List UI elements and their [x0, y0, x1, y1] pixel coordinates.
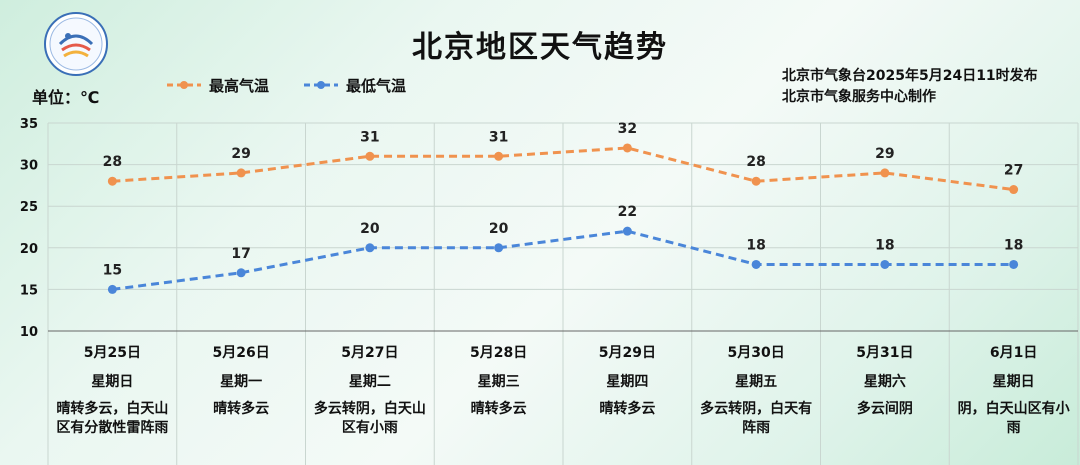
weather-description: 阴，白天山区有小雨	[957, 401, 1070, 436]
forecast-day: 5月26日星期一晴转多云	[177, 332, 306, 465]
x-tick-label: 6月1日	[989, 345, 1038, 361]
data-label: 31	[489, 129, 508, 145]
x-tick-label: 5月30日	[727, 345, 785, 361]
forecast-day: 5月28日星期三晴转多云	[434, 332, 563, 465]
series-line-0	[112, 146, 1014, 192]
y-tick-label: 10	[20, 325, 38, 340]
weekday-label: 星期三	[477, 374, 520, 390]
data-label: 17	[231, 246, 250, 262]
data-point	[236, 268, 246, 278]
y-tick-label: 35	[20, 117, 38, 132]
x-tick-label: 5月26日	[212, 345, 270, 361]
data-point	[880, 259, 890, 269]
data-label: 27	[1004, 163, 1023, 179]
data-point	[1009, 259, 1019, 269]
data-point	[622, 143, 632, 153]
weekday-label: 星期五	[735, 374, 778, 390]
weather-description: 晴转多云，白天山区有分散性雷阵雨	[56, 401, 169, 436]
meteorological-service-logo	[44, 12, 108, 76]
forecast-day: 5月25日星期日晴转多云，白天山区有分散性雷阵雨	[48, 332, 177, 465]
data-point	[107, 176, 117, 186]
source-info: 北京市气象台2025年5月24日11时发布 北京市气象服务中心制作	[782, 66, 1038, 108]
data-point	[1009, 185, 1019, 195]
source-line-1: 北京市气象台2025年5月24日11时发布	[782, 68, 1038, 84]
legend-item-low: 最低气温	[302, 74, 406, 96]
data-point	[107, 284, 117, 294]
forecast-day: 6月1日星期日阴，白天山区有小雨	[949, 332, 1078, 465]
y-tick-label: 30	[20, 159, 38, 174]
x-tick-label: 5月29日	[598, 345, 656, 361]
forecast-day: 5月30日星期五多云转阴，白天有阵雨	[692, 332, 821, 465]
weekday-label: 星期一	[220, 374, 263, 390]
data-label: 28	[746, 154, 765, 170]
data-point	[494, 243, 504, 253]
data-label: 20	[360, 221, 380, 237]
data-point	[365, 151, 375, 161]
x-tick-label: 5月28日	[470, 345, 528, 361]
data-label: 32	[618, 121, 637, 137]
legend-low-label: 最低气温	[346, 76, 407, 95]
data-label: 28	[103, 154, 122, 170]
forecast-columns: 5月25日 星期日 晴转多云，白天山区有分散性雷阵雨 5月26日 星期一 晴转多云 5月27…	[48, 332, 1078, 465]
data-point	[751, 259, 761, 269]
unit-label: 单位：℃	[32, 88, 100, 107]
data-label: 29	[875, 146, 894, 162]
legend-item-high: 最高气温	[165, 74, 269, 96]
y-tick-label: 15	[20, 283, 38, 298]
data-label: 29	[231, 146, 250, 162]
data-point	[751, 176, 761, 186]
y-tick-label: 20	[20, 242, 38, 257]
x-tick-label: 5月31日	[856, 345, 914, 361]
forecast-day: 5月31日星期六多云间阴	[821, 332, 950, 465]
logo-emblem-icon	[49, 17, 103, 71]
x-tick-label: 5月27日	[341, 345, 399, 361]
weather-description: 晴转多云	[599, 401, 656, 417]
x-tick-label: 5月25日	[83, 345, 141, 361]
weather-description: 晴转多云	[470, 401, 527, 417]
data-point	[494, 151, 504, 161]
data-label: 18	[875, 237, 894, 253]
data-point	[880, 168, 890, 178]
data-label: 18	[1004, 237, 1023, 253]
weekday-label: 星期日	[992, 374, 1035, 390]
series-line-1	[112, 229, 1014, 291]
data-label: 22	[618, 204, 637, 220]
data-point	[236, 168, 246, 178]
weekday-label: 星期六	[863, 374, 906, 390]
weather-description: 多云转阴，白天山区有小雨	[313, 401, 426, 436]
data-label: 15	[103, 262, 122, 278]
data-point	[365, 243, 375, 253]
weekday-label: 星期二	[348, 374, 391, 390]
y-tick-label: 25	[20, 200, 38, 215]
data-label: 18	[746, 237, 765, 253]
data-label: 31	[360, 129, 379, 145]
source-line-2: 北京市气象服务中心制作	[782, 89, 936, 105]
data-label: 20	[489, 221, 509, 237]
forecast-day: 5月27日星期二多云转阴，白天山区有小雨	[306, 332, 435, 465]
weather-description: 多云转阴，白天有阵雨	[700, 401, 813, 436]
forecast-day: 5月29日星期四晴转多云	[563, 332, 692, 465]
legend-high-swatch	[167, 81, 201, 89]
legend-low-swatch	[304, 81, 338, 89]
data-point	[622, 226, 632, 236]
weather-description: 晴转多云	[213, 401, 270, 417]
weekday-label: 星期四	[606, 374, 649, 390]
page-title: 北京地区天气趋势	[412, 30, 668, 65]
legend-high-label: 最高气温	[209, 76, 270, 95]
weather-description: 多云间阴	[856, 401, 913, 417]
weekday-label: 星期日	[91, 374, 134, 390]
